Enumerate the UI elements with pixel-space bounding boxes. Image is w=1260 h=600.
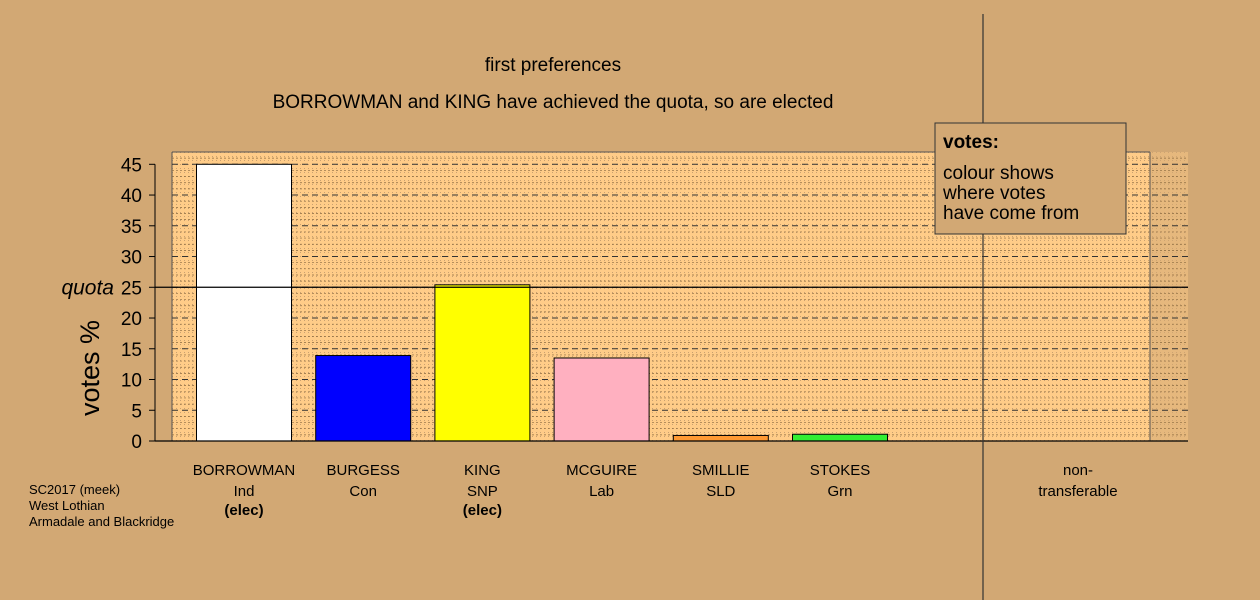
candidate-party: SNP — [467, 483, 498, 500]
candidate-elected-note: (elec) — [463, 502, 502, 519]
legend-line: where votes — [942, 183, 1045, 204]
legend-line: colour shows — [943, 163, 1054, 184]
chart-title: first preferences — [485, 55, 621, 76]
candidate-name: SMILLIE — [692, 462, 750, 479]
candidate-party: Con — [349, 483, 377, 500]
y-tick-label: 45 — [121, 155, 142, 176]
source-note: Armadale and Blackridge — [29, 514, 174, 529]
candidate-party: Ind — [234, 483, 255, 500]
candidate-party: Grn — [827, 483, 852, 500]
candidate-name: STOKES — [810, 462, 871, 479]
source-note: SC2017 (meek) — [29, 482, 120, 497]
y-tick-label: 0 — [131, 432, 142, 453]
candidate-elected-note: (elec) — [224, 502, 263, 519]
chart-subtitle: BORROWMAN and KING have achieved the quo… — [273, 92, 834, 113]
non-transferable-label: transferable — [1038, 483, 1117, 500]
source-note: West Lothian — [29, 498, 105, 513]
bar-stokes — [792, 433, 888, 442]
candidate-party: SLD — [706, 483, 735, 500]
y-tick-label: 15 — [121, 340, 142, 361]
candidate-name: BORROWMAN — [193, 462, 296, 479]
legend: votes: colour shows where votes have com… — [934, 122, 1127, 235]
y-axis: 0 5 10 15 20 25 30 35 40 45 — [121, 155, 156, 453]
x-axis-labels: BORROWMAN Ind (elec) BURGESS Con KING SNP (elec… — [193, 462, 871, 519]
bar-mcguire — [553, 357, 650, 442]
quota-label: quota — [61, 276, 114, 299]
y-axis-label: votes % — [75, 320, 105, 416]
legend-title: votes: — [943, 132, 999, 153]
y-tick-label: 20 — [121, 309, 142, 330]
non-transferable-label: non- — [1063, 462, 1093, 479]
candidate-name: BURGESS — [327, 462, 400, 479]
y-tick-label: 10 — [121, 371, 142, 392]
y-tick-label: 5 — [131, 401, 142, 422]
y-tick-label: 35 — [121, 217, 142, 238]
bar-borrowman — [196, 163, 292, 442]
legend-box — [934, 122, 1127, 235]
y-tick-label: 40 — [121, 186, 142, 207]
right-band — [1150, 152, 1188, 441]
candidate-name: MCGUIRE — [566, 462, 637, 479]
bar-burgess — [315, 355, 412, 442]
candidate-name: KING — [464, 462, 501, 479]
y-tick-label: 25 — [121, 278, 142, 299]
candidate-party: Lab — [589, 483, 614, 500]
legend-line: have come from — [943, 203, 1079, 224]
bar-king — [434, 284, 531, 442]
y-tick-label: 30 — [121, 248, 142, 269]
bar-smillie — [672, 434, 769, 442]
